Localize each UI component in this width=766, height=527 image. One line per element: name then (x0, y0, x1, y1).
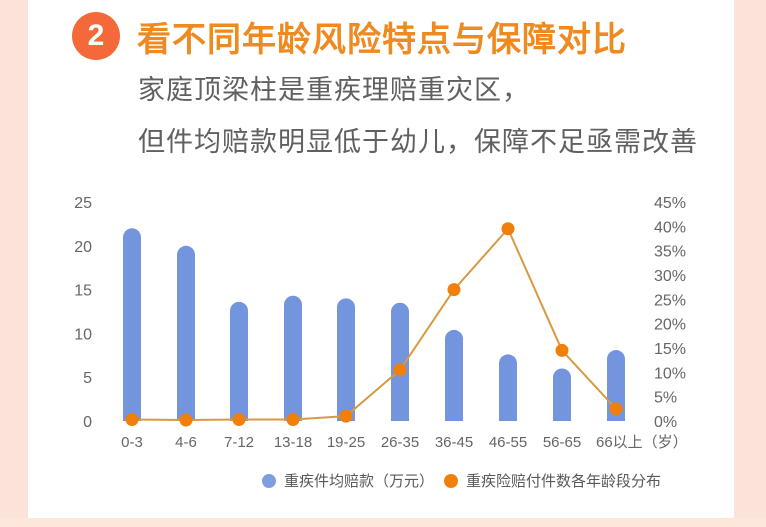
bar (445, 329, 463, 421)
legend-bar-swatch (262, 473, 276, 488)
x-axis-label: 26-35 (381, 434, 419, 451)
step-badge: 2 (72, 12, 120, 60)
bar (177, 245, 195, 421)
right-axis-tick: 5% (654, 390, 677, 407)
right-axis-tick: 15% (654, 341, 686, 358)
legend-bar-label: 重疾件均赔款（万元） (284, 472, 435, 490)
left-axis-tick: 0 (83, 414, 92, 431)
bar (337, 298, 355, 421)
distribution-line (131, 226, 617, 422)
subtitle-line-1: 家庭顶梁柱是重疾理赔重灾区， (138, 75, 530, 106)
line-point (501, 222, 515, 236)
x-axis-label: 0-3 (121, 434, 143, 451)
x-axis-label: 13-18 (274, 434, 312, 451)
line-point (447, 283, 461, 297)
x-axis-label: 66以上（岁） (596, 434, 688, 451)
x-axis-label: 4-6 (175, 434, 197, 451)
line-point (555, 343, 569, 357)
bar (284, 295, 302, 421)
left-axis-tick: 15 (74, 283, 92, 300)
legend-item-bar: 重疾件均赔款（万元） (262, 470, 434, 491)
x-axis-label: 7-12 (224, 434, 254, 451)
right-axis-tick: 0% (654, 414, 677, 431)
line-point (609, 402, 623, 416)
left-axis-tick: 5 (83, 370, 92, 387)
line-point (393, 363, 407, 377)
x-axis-label: 56-65 (543, 434, 581, 451)
line-point (179, 413, 193, 427)
right-axis-tick: 30% (654, 268, 686, 285)
right-axis-tick: 10% (654, 365, 686, 382)
line-point (232, 413, 246, 427)
right-axis-tick: 40% (654, 219, 686, 236)
left-axis-tick: 10 (74, 326, 92, 343)
line-point (339, 409, 353, 423)
legend-item-line: 重疾险赔付件数各年龄段分布 (444, 470, 661, 491)
section-title: 看不同年龄风险特点与保障对比 (137, 20, 627, 60)
legend-line-label: 重疾险赔付件数各年龄段分布 (466, 472, 662, 490)
bar (230, 301, 248, 421)
left-axis-tick: 20 (74, 239, 92, 256)
bar (391, 302, 409, 421)
line-point (286, 413, 300, 427)
right-axis-tick: 45% (654, 195, 686, 212)
x-axis-label: 19-25 (327, 434, 365, 451)
bar (499, 354, 517, 421)
right-axis-tick: 35% (654, 244, 686, 261)
right-axis-tick: 20% (654, 317, 686, 334)
bar (123, 228, 141, 421)
bar (553, 368, 571, 421)
content-card (28, 0, 734, 522)
subtitle-line-2: 但件均赔款明显低于幼儿，保障不足亟需改善 (138, 127, 698, 158)
line-point (125, 413, 139, 427)
bottom-band (0, 518, 766, 527)
x-axis-label: 36-45 (435, 434, 473, 451)
chart-legend: 重疾件均赔款（万元） 重疾险赔付件数各年龄段分布 (262, 470, 671, 491)
legend-line-swatch (444, 473, 459, 488)
right-axis-tick: 25% (654, 292, 686, 309)
x-axis-label: 46-55 (489, 434, 527, 451)
left-axis-tick: 25 (74, 195, 92, 212)
